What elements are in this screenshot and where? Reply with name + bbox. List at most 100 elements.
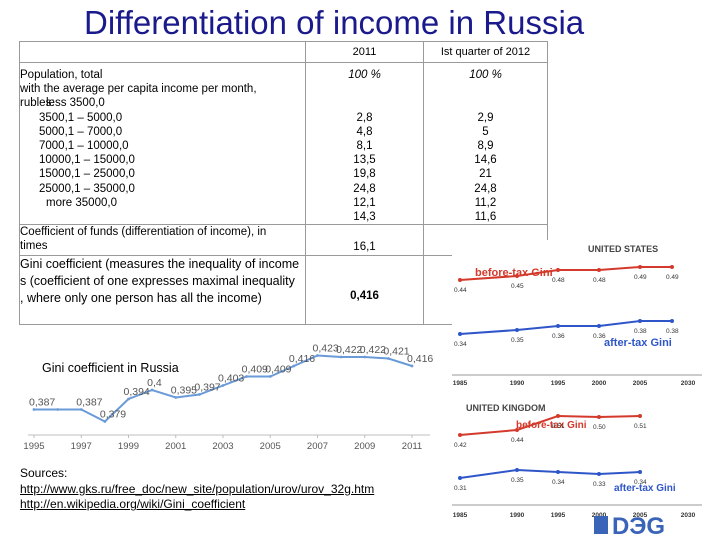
inset-x-tick-label: 2005 (633, 380, 648, 387)
uk-before-tax-label: before-tax Gini (516, 420, 587, 431)
gini-data-point (386, 357, 390, 360)
bracket-value-2012: 2,9 (477, 111, 494, 124)
gini-data-label: 0,416 (407, 353, 433, 365)
x-tick-label: 2003 (212, 441, 233, 452)
gini-data-label: 0,394 (124, 386, 150, 398)
gini-data-label: 0,397 (194, 382, 220, 394)
bracket-value-2011: 2,8 (356, 111, 373, 124)
us-inset-title: UNITED STATES (588, 244, 658, 254)
russia-gini-chart-svg: Gini coefficient in Russia 0,387 0,3870,3… (23, 343, 433, 453)
x-tick-label: 2007 (307, 441, 328, 452)
after-tax-value: 0.31 (454, 485, 467, 492)
before-tax-value: 0.44 (511, 437, 524, 444)
gini-data-point (410, 364, 414, 368)
after-tax-point (638, 319, 642, 323)
logo: DЭG (592, 512, 712, 540)
after-tax-point (597, 472, 601, 476)
after-tax-point (556, 324, 560, 328)
after-tax-value: 0.34 (634, 479, 647, 486)
before-tax-value: 0.44 (454, 287, 467, 294)
table-corner-cell (19, 41, 306, 63)
x-tick-label: 2001 (165, 441, 186, 452)
before-tax-value: 0.48 (552, 277, 565, 284)
gini-data-point (245, 375, 249, 378)
x-tick-label: 2009 (354, 441, 375, 452)
chart-title: Gini coefficient in Russia (42, 361, 179, 375)
inset-x-tick-label: 1985 (453, 380, 468, 387)
bracket-value-2012: 8,9 (477, 139, 494, 152)
after-tax-value: 0.34 (552, 479, 565, 486)
inset-x-tick-label: 1990 (510, 380, 525, 387)
uk-after-tax-label: after-tax Gini (614, 483, 676, 494)
gini-data-label: 0,403 (218, 373, 244, 385)
after-tax-value: 0.33 (593, 481, 606, 488)
inset-x-tick-label: 1995 (551, 512, 566, 519)
inset-x-tick-label: 1990 (510, 512, 525, 519)
gini-data-label: 0,4 (147, 377, 162, 389)
gini-data-point (150, 388, 154, 392)
gini-data-label: 0,422 (360, 344, 386, 356)
gini-data-label: 0,379 (100, 409, 126, 421)
gini-2011-value: 0,416 (350, 290, 379, 303)
bracket-label: more 35000,0 (46, 196, 117, 209)
after-tax-line (459, 320, 672, 335)
values-2011-cell: 100 % 2,8 4,8 8,1 13,5 19,8 24,8 12,1 14… (305, 61, 424, 226)
bracket-label: 3500,1 – 5000,0 (39, 111, 123, 124)
bracket-value-2012: 21 (479, 168, 492, 181)
bracket-label: 25000,1 – 35000,0 (39, 182, 135, 195)
inset-x-tick-label: 2000 (592, 512, 607, 519)
after-tax-point (670, 319, 674, 323)
gini-data-point (79, 408, 83, 411)
before-tax-value: 0.51 (552, 423, 565, 430)
bracket-value-2011: 14,3 (353, 210, 376, 223)
after-tax-point (458, 332, 462, 336)
inset-x-tick-label: 1995 (551, 380, 566, 387)
bracket-label: 10000,1 – 15000,0 (39, 154, 135, 167)
funds-value-cell: 16,1 (305, 224, 424, 257)
before-tax-point (556, 414, 560, 418)
before-tax-point (597, 415, 601, 419)
inset-x-tick-label: 2000 (592, 380, 607, 387)
bracket-value-2011: 24,8 (353, 182, 376, 195)
before-tax-point (670, 265, 674, 269)
gini-data-point (103, 420, 107, 423)
income-table: 2011 Ist quarter of 2012 Population, tot… (19, 41, 548, 326)
bracket-value-2011: 19,8 (353, 168, 376, 181)
population-cell: Population, total with the average per c… (19, 61, 306, 226)
inset-x-tick-label: 2030 (681, 380, 696, 387)
population-2012-value: 100 % (469, 69, 502, 81)
before-tax-point (597, 268, 601, 272)
source-link-wikipedia[interactable]: http://en.wikipedia.org/wiki/Gini_coeffi… (20, 497, 246, 511)
bracket-value-2012: 11,6 (474, 210, 497, 223)
before-tax-line (459, 266, 672, 281)
gini-data-label: 0,422 (336, 344, 362, 356)
before-tax-value: 0.45 (511, 283, 524, 290)
after-tax-line (459, 468, 641, 479)
x-tick-label: 1997 (71, 441, 92, 452)
funds-label-cell: Coefficient of funds (differentiation of… (19, 224, 306, 257)
gini-data-point (197, 393, 201, 396)
funds-2011-value: 16,1 (353, 240, 376, 253)
bracket-label: less 3500,0 (46, 97, 105, 110)
bracket-value-2011: 13,5 (353, 154, 376, 167)
before-tax-value: 0.42 (454, 442, 467, 449)
gini-data-point (56, 408, 60, 411)
before-tax-value: 0.49 (666, 274, 679, 281)
sources-block: Sources: http://www.gks.ru/free_doc/new_… (20, 466, 374, 513)
population-2011-value: 100 % (348, 69, 381, 81)
bracket-value-2011: 4,8 (356, 125, 373, 138)
gini-value-cell: 0,416 (305, 255, 424, 326)
income-distribution-row: Population, total with the average per c… (19, 61, 548, 226)
gini-data-point (363, 355, 367, 359)
x-tick-label: 1999 (118, 441, 139, 452)
source-link-gks[interactable]: http://www.gks.ru/free_doc/new_site/popu… (20, 481, 375, 496)
logo-text: DЭG (612, 513, 665, 538)
before-tax-point (515, 428, 519, 432)
after-tax-value: 0.38 (634, 328, 647, 335)
inset-x-tick-label: 2030 (681, 512, 696, 519)
after-tax-point (515, 468, 519, 472)
slide-title: Differentiation of income in Russia (84, 4, 585, 41)
after-tax-value: 0.36 (552, 333, 565, 340)
gini-data-point (221, 384, 225, 387)
uk-gini-inset: UNITED KINGDOM before-tax Gini after-tax… (452, 395, 702, 535)
